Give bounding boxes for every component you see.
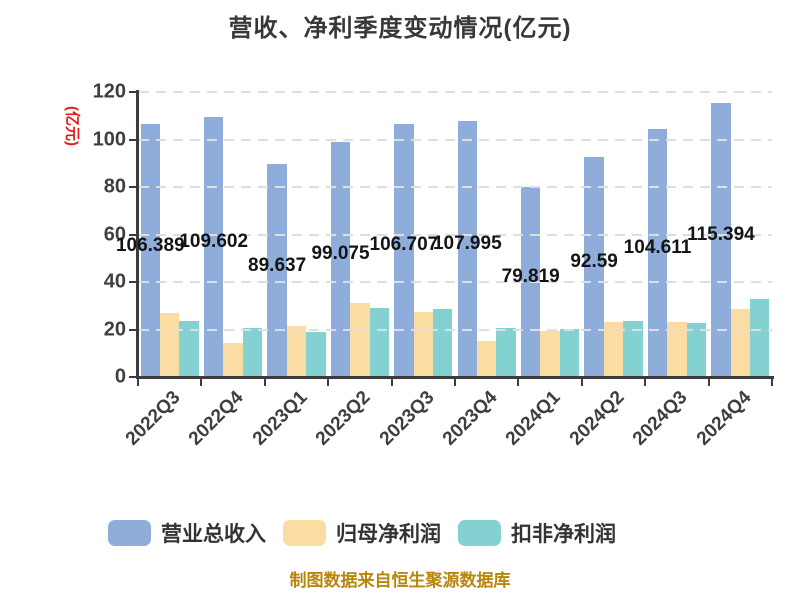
bar-扣非净利润-2022Q3 xyxy=(179,320,199,377)
bar-营业总收入-2023Q2 xyxy=(330,141,351,377)
bar-value-label: 89.637 xyxy=(248,254,307,276)
bar-扣非净利润-2023Q3 xyxy=(433,308,453,377)
y-tick xyxy=(129,186,137,188)
legend-label-net-profit: 归母净利润 xyxy=(336,523,441,546)
legend-swatch-revenue xyxy=(108,520,151,546)
y-tick-label: 20 xyxy=(103,318,126,340)
bar-value-label: 107.995 xyxy=(432,232,502,254)
x-tick-label: 2024Q4 xyxy=(692,387,756,450)
bar-扣非净利润-2022Q4 xyxy=(242,328,263,377)
x-tick xyxy=(517,378,520,386)
gridline xyxy=(139,328,772,331)
bar-营业总收入-2023Q4 xyxy=(457,120,477,377)
gridline xyxy=(139,281,772,283)
bar-value-label: 99.075 xyxy=(311,243,370,265)
bar-归母净利润-2023Q3 xyxy=(413,311,433,377)
y-tick-label: 100 xyxy=(92,128,126,150)
y-tick-label: 40 xyxy=(103,270,126,293)
y-tick xyxy=(129,233,137,236)
legend-label-revenue: 营业总收入 xyxy=(161,523,266,546)
y-tick xyxy=(129,328,137,331)
x-tick xyxy=(580,378,583,386)
bar-归母净利润-2023Q1 xyxy=(286,325,307,377)
bar-扣非净利润-2024Q1 xyxy=(559,329,580,377)
bar-归母净利润-2024Q1 xyxy=(540,331,560,377)
legend-item-net-profit: 归母净利润 xyxy=(283,518,441,548)
bar-扣非净利润-2024Q3 xyxy=(686,323,706,377)
bar-营业总收入-2024Q3 xyxy=(647,128,668,377)
bar-value-label: 104.611 xyxy=(623,236,692,258)
bar-营业总收入-2024Q2 xyxy=(584,157,604,377)
x-tick xyxy=(454,378,456,386)
x-tick xyxy=(707,378,710,386)
x-axis-line xyxy=(136,376,774,379)
bar-归母净利润-2022Q4 xyxy=(223,343,243,377)
x-tick-label: 2023Q4 xyxy=(438,387,502,450)
x-tick-label: 2022Q3 xyxy=(121,387,185,450)
x-tick xyxy=(263,378,266,386)
x-tick-label: 2023Q1 xyxy=(248,387,312,450)
y-tick-label: 60 xyxy=(103,223,126,245)
legend-label-deducted-net-profit: 扣非净利润 xyxy=(511,523,616,546)
x-tick xyxy=(771,378,773,386)
bar-归母净利润-2024Q2 xyxy=(603,322,624,377)
y-tick-label: 0 xyxy=(114,365,126,388)
bar-营业总收入-2023Q1 xyxy=(267,164,287,377)
bar-归母净利润-2023Q4 xyxy=(477,340,497,377)
bar-value-label: 79.819 xyxy=(501,266,560,288)
y-tick xyxy=(129,91,137,93)
legend-item-revenue: 营业总收入 xyxy=(108,518,266,548)
y-tick-label: 120 xyxy=(92,80,126,103)
legend-swatch-deducted-net-profit xyxy=(458,520,501,546)
x-tick-label: 2022Q4 xyxy=(185,387,248,450)
legend-swatch-net-profit xyxy=(283,520,326,546)
bar-value-label: 92.59 xyxy=(570,251,618,273)
gridline xyxy=(139,233,772,236)
bar-归母净利润-2022Q3 xyxy=(160,312,180,377)
bar-归母净利润-2024Q3 xyxy=(667,322,687,377)
bar-扣非净利润-2024Q4 xyxy=(750,299,770,377)
gridline xyxy=(139,138,772,141)
bar-value-label: 106.389 xyxy=(115,234,185,256)
x-tick-label: 2023Q2 xyxy=(312,387,375,450)
bar-扣非净利润-2023Q1 xyxy=(306,331,326,377)
bar-扣非净利润-2024Q2 xyxy=(623,320,643,377)
x-tick xyxy=(137,378,139,386)
bar-扣非净利润-2023Q2 xyxy=(369,307,389,377)
y-tick xyxy=(129,281,137,283)
x-tick xyxy=(390,378,393,386)
legend-item-deducted-net-profit: 扣非净利润 xyxy=(458,518,616,548)
x-tick-label: 2024Q2 xyxy=(565,387,629,450)
x-tick xyxy=(200,378,203,386)
x-tick-label: 2024Q1 xyxy=(502,387,565,450)
y-tick xyxy=(129,138,137,141)
bar-归母净利润-2023Q2 xyxy=(350,302,370,377)
gridline xyxy=(139,91,772,93)
y-tick-label: 80 xyxy=(103,175,126,198)
data-source-caption: 制图数据来自恒生聚源数据库 xyxy=(289,571,511,590)
x-tick xyxy=(327,378,330,386)
bar-value-label: 109.602 xyxy=(179,230,249,252)
bar-扣非净利润-2023Q4 xyxy=(496,328,516,377)
bar-归母净利润-2024Q4 xyxy=(730,309,750,377)
bar-营业总收入-2024Q4 xyxy=(711,102,731,377)
x-tick xyxy=(644,378,647,386)
gridline xyxy=(139,186,772,188)
y-axis-line xyxy=(136,90,139,378)
bar-营业总收入-2022Q4 xyxy=(204,116,224,377)
bar-value-label: 115.394 xyxy=(687,223,755,245)
x-tick-label: 2024Q3 xyxy=(629,387,692,450)
x-tick-label: 2023Q3 xyxy=(375,387,439,450)
chart-title: 营收、净利季度变动情况(亿元) xyxy=(228,15,572,42)
y-tick xyxy=(129,376,137,378)
bar-value-label: 106.707 xyxy=(369,234,439,256)
legend: 营业总收入 归母净利润 扣非净利润 xyxy=(0,518,724,548)
